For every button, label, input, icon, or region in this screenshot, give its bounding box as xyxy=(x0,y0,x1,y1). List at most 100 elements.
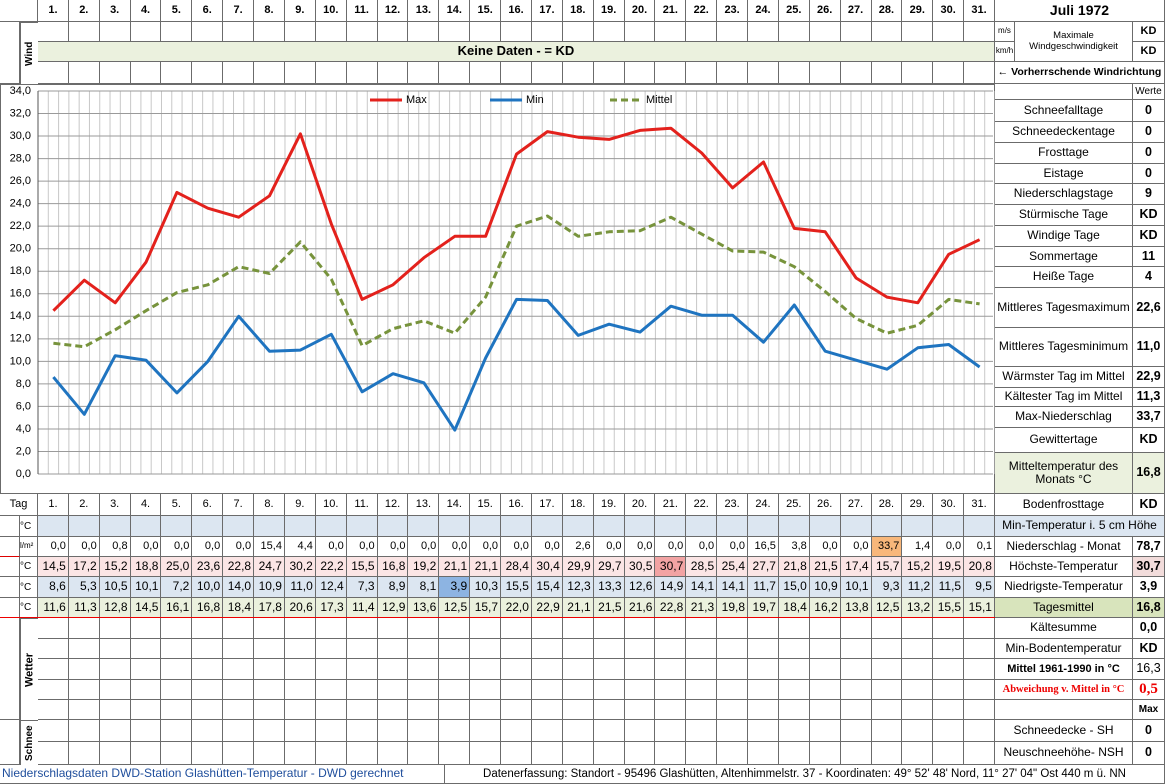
cell xyxy=(655,22,687,42)
cell xyxy=(501,659,532,680)
cell xyxy=(161,62,193,84)
cell xyxy=(377,700,409,720)
precip-cell: 0,0 xyxy=(192,537,224,557)
cell xyxy=(902,659,934,680)
cell xyxy=(346,720,378,742)
value-cell: 17,2 xyxy=(68,557,100,577)
cell xyxy=(964,639,995,659)
cell xyxy=(439,720,471,742)
day-label: 21. xyxy=(655,494,687,516)
cell xyxy=(192,680,224,700)
precip-cell: 1,4 xyxy=(902,537,934,557)
cell xyxy=(778,659,810,680)
value-cell: 27,7 xyxy=(748,557,779,577)
cell xyxy=(809,720,841,742)
snow-label: Schnee xyxy=(20,720,38,765)
cell xyxy=(655,618,687,639)
summary-value: 0 xyxy=(1133,122,1165,143)
cell xyxy=(223,700,255,720)
summary-value: 0 xyxy=(1133,742,1165,765)
left-margin xyxy=(0,618,20,720)
cell xyxy=(748,618,779,639)
cell xyxy=(809,618,841,639)
cell xyxy=(377,618,409,639)
series-line xyxy=(52,126,981,312)
precip-cell: 0,0 xyxy=(68,537,100,557)
summary-label: Tagesmittel xyxy=(995,598,1133,618)
cell xyxy=(315,62,347,84)
unit-label: °C xyxy=(20,577,38,598)
day-header: 11. xyxy=(346,0,378,22)
precip-cell: 0,0 xyxy=(686,537,718,557)
series-line xyxy=(53,214,980,349)
cell xyxy=(99,659,131,680)
cell xyxy=(470,639,502,659)
cell xyxy=(38,516,69,537)
precip-cell: 0,0 xyxy=(501,537,532,557)
cell xyxy=(778,22,810,42)
summary-label: Mittleres Tagesminimum xyxy=(995,328,1133,367)
precip-cell: 0,0 xyxy=(840,537,872,557)
cell xyxy=(624,639,656,659)
summary-label: Neuschneehöhe- NSH xyxy=(995,742,1133,765)
day-header: 1. xyxy=(38,0,69,22)
summary-label: Bodenfrosttage xyxy=(995,494,1133,516)
value-cell: 15,5 xyxy=(346,557,378,577)
cell xyxy=(778,742,810,765)
value-cell: 14,1 xyxy=(686,577,718,598)
day-label: 2. xyxy=(68,494,100,516)
day-label: 28. xyxy=(871,494,903,516)
day-header: 13. xyxy=(408,0,440,22)
cell xyxy=(562,62,594,84)
cell xyxy=(99,516,131,537)
value-cell: 29,7 xyxy=(593,557,625,577)
summary-value: 0 xyxy=(1133,720,1165,742)
day-header: 22. xyxy=(686,0,718,22)
cell xyxy=(624,659,656,680)
cell xyxy=(130,516,162,537)
precip-cell: 0,0 xyxy=(470,537,502,557)
cell xyxy=(99,742,131,765)
value-cell: 20,8 xyxy=(964,557,995,577)
value-cell: 11,2 xyxy=(902,577,934,598)
value-cell: 22,9 xyxy=(531,598,563,618)
value-cell: 10,1 xyxy=(130,577,162,598)
cell xyxy=(223,659,255,680)
cell xyxy=(717,720,749,742)
summary-label: Windige Tage xyxy=(995,226,1133,247)
cell xyxy=(501,720,532,742)
cell xyxy=(593,700,625,720)
cell xyxy=(902,618,934,639)
precip-cell: 0,8 xyxy=(99,537,131,557)
day-label: 15. xyxy=(470,494,502,516)
cell xyxy=(192,516,224,537)
cell xyxy=(284,720,316,742)
cell xyxy=(809,62,841,84)
summary-value: 0 xyxy=(1133,100,1165,122)
footer-left: Niederschlagsdaten DWD-Station Glashütte… xyxy=(0,765,445,784)
precip-cell: 15,4 xyxy=(254,537,285,557)
cell xyxy=(346,742,378,765)
cell xyxy=(99,62,131,84)
cell xyxy=(377,680,409,700)
cell xyxy=(593,680,625,700)
value-cell: 15,0 xyxy=(778,577,810,598)
cell xyxy=(748,62,779,84)
day-label: 25. xyxy=(778,494,810,516)
cell xyxy=(686,516,718,537)
cell xyxy=(501,742,532,765)
summary-value: 0 xyxy=(1133,143,1165,164)
cell xyxy=(778,680,810,700)
cell xyxy=(284,659,316,680)
y-tick-label: 26,0 xyxy=(10,175,31,187)
cell xyxy=(778,516,810,537)
cell xyxy=(593,639,625,659)
value-cell: 12,9 xyxy=(377,598,409,618)
cell xyxy=(130,618,162,639)
summary-label: Min-Bodentemperatur xyxy=(995,639,1133,659)
cell xyxy=(130,700,162,720)
value-cell: 17,3 xyxy=(315,598,347,618)
cell xyxy=(840,659,872,680)
cell xyxy=(68,659,100,680)
cell xyxy=(748,742,779,765)
